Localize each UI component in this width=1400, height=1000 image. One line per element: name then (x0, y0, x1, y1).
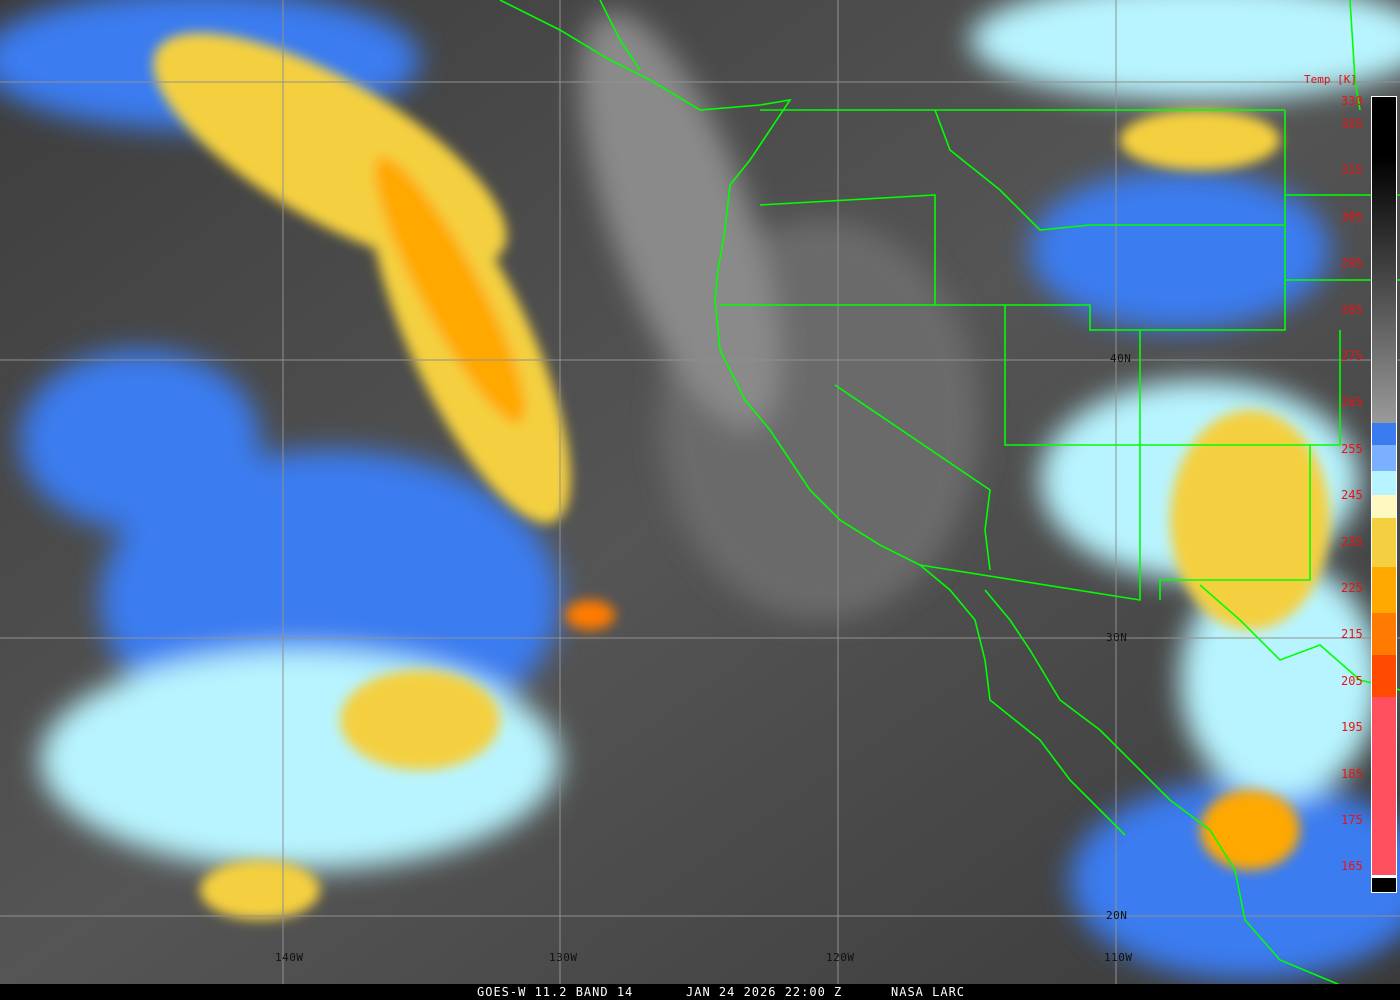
colorbar-tick-label: 265 (1341, 395, 1363, 410)
colorbar-tick-label: 165 (1341, 859, 1363, 874)
colorbar-tick-label: 315 (1341, 163, 1363, 178)
colorbar-tick-label: 185 (1341, 766, 1363, 781)
colorbar-tick-label: 275 (1341, 349, 1363, 363)
colorbar-tick-label: 285 (1341, 302, 1363, 317)
satellite-band-label: GOES-W 11.2 BAND 14 (477, 985, 634, 999)
lon-label-120w: 120W (826, 951, 855, 964)
colorbar-tick-label: 225 (1341, 581, 1363, 595)
colorbar-tick-label: 245 (1341, 488, 1363, 503)
lon-label-140w: 140W (275, 951, 304, 964)
datetime-label: JAN 24 2026 22:00 Z (686, 985, 843, 999)
colorbar-tick-label: 330 (1341, 94, 1363, 108)
lon-label-110w: 110W (1104, 951, 1133, 964)
colorbar-tick-label: 235 (1341, 534, 1363, 549)
source-label: NASA LARC (891, 985, 966, 999)
coastlines-borders (499, 0, 1400, 984)
colorbar-tick-label: 295 (1341, 256, 1363, 271)
colorbar-tick-label: 215 (1341, 627, 1363, 642)
caption-bar: GOES-W 11.2 BAND 14 JAN 24 2026 22:00 Z … (0, 984, 1400, 1000)
colorbar-tick-label: 255 (1341, 441, 1363, 456)
lat-label-30n: 30N (1106, 631, 1128, 644)
colorbar-tick-label: 305 (1341, 209, 1363, 224)
lon-label-130w: 130W (549, 951, 578, 964)
lat-label-20n: 20N (1106, 909, 1128, 922)
colorbar-tick-label: 195 (1341, 720, 1363, 735)
colorbar-tick-label: 325 (1341, 117, 1363, 131)
temperature-colorbar (1371, 96, 1397, 893)
colorbar-title: Temp [K] (1304, 73, 1357, 86)
colorbar-tick-label: 175 (1341, 813, 1363, 827)
lat-label-40n: 40N (1110, 352, 1132, 365)
colorbar-tick-label: 205 (1341, 673, 1363, 688)
